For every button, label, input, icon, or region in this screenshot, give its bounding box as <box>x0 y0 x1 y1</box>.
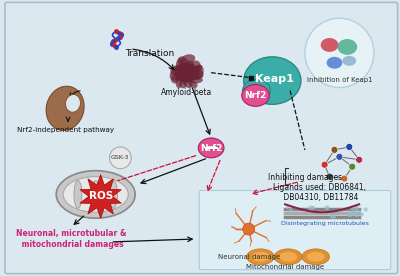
Ellipse shape <box>247 249 274 265</box>
Circle shape <box>340 208 344 213</box>
Ellipse shape <box>170 68 184 81</box>
Ellipse shape <box>274 249 302 265</box>
Ellipse shape <box>192 73 200 79</box>
Circle shape <box>321 161 328 168</box>
Ellipse shape <box>171 74 180 83</box>
Ellipse shape <box>252 252 269 262</box>
Ellipse shape <box>189 67 204 79</box>
Text: Inhibiting damages: Inhibiting damages <box>268 173 342 182</box>
Ellipse shape <box>244 57 301 104</box>
Ellipse shape <box>66 94 80 112</box>
Ellipse shape <box>178 56 188 67</box>
Circle shape <box>356 156 362 163</box>
Circle shape <box>341 175 348 182</box>
Text: GSK-3: GSK-3 <box>111 155 130 160</box>
FancyBboxPatch shape <box>199 190 391 270</box>
Circle shape <box>331 146 338 153</box>
Ellipse shape <box>279 252 297 262</box>
Circle shape <box>327 211 331 215</box>
Text: Disintegrating microtubules: Disintegrating microtubules <box>281 221 368 226</box>
Circle shape <box>243 223 254 235</box>
Ellipse shape <box>321 38 338 52</box>
Bar <box>204 146 218 149</box>
Text: Keap1: Keap1 <box>255 74 294 84</box>
Text: Inhibition of Keap1: Inhibition of Keap1 <box>306 77 372 83</box>
Ellipse shape <box>187 60 194 69</box>
Circle shape <box>312 206 315 209</box>
Circle shape <box>347 212 353 217</box>
Ellipse shape <box>342 56 356 66</box>
Circle shape <box>351 208 354 211</box>
Ellipse shape <box>198 138 224 158</box>
Circle shape <box>308 206 314 211</box>
Ellipse shape <box>192 65 202 74</box>
Text: Nrf2: Nrf2 <box>200 144 222 153</box>
Ellipse shape <box>74 181 82 208</box>
Ellipse shape <box>243 79 270 101</box>
Ellipse shape <box>307 252 325 262</box>
Text: Nrf2: Nrf2 <box>244 91 267 100</box>
Ellipse shape <box>63 177 128 212</box>
Ellipse shape <box>170 67 180 75</box>
Polygon shape <box>80 175 121 218</box>
Ellipse shape <box>188 80 198 88</box>
Circle shape <box>326 173 333 180</box>
Ellipse shape <box>242 84 269 106</box>
Ellipse shape <box>182 77 192 88</box>
Ellipse shape <box>172 65 184 71</box>
Ellipse shape <box>180 54 195 64</box>
Circle shape <box>324 205 330 210</box>
Ellipse shape <box>326 57 342 69</box>
Text: Neuronal damage: Neuronal damage <box>218 254 280 260</box>
Ellipse shape <box>193 65 204 80</box>
Text: Nrf2-independent pathway: Nrf2-independent pathway <box>16 127 114 133</box>
Circle shape <box>364 208 368 212</box>
Circle shape <box>346 144 353 150</box>
Ellipse shape <box>302 249 330 265</box>
Ellipse shape <box>46 86 84 130</box>
Circle shape <box>289 208 293 212</box>
Ellipse shape <box>338 39 357 55</box>
Circle shape <box>330 214 336 219</box>
Circle shape <box>286 206 289 209</box>
Ellipse shape <box>56 171 135 218</box>
Circle shape <box>354 212 360 217</box>
Text: Translation: Translation <box>125 49 174 58</box>
Ellipse shape <box>110 181 118 208</box>
Circle shape <box>350 211 355 216</box>
Ellipse shape <box>190 78 203 84</box>
Circle shape <box>360 212 364 216</box>
Circle shape <box>305 18 374 87</box>
Text: Amyloid-beta: Amyloid-beta <box>161 88 212 97</box>
Circle shape <box>349 163 356 170</box>
Ellipse shape <box>190 60 201 71</box>
Ellipse shape <box>176 74 182 88</box>
Text: ROS: ROS <box>88 192 113 201</box>
Text: Ligands used: DB06841,
 DB04310, DB11784: Ligands used: DB06841, DB04310, DB11784 <box>273 183 366 202</box>
Ellipse shape <box>175 63 198 83</box>
Circle shape <box>110 147 131 169</box>
FancyBboxPatch shape <box>5 2 398 274</box>
Text: Neuronal, microtubular &
 mitochondrial damages: Neuronal, microtubular & mitochondrial d… <box>16 229 126 249</box>
Circle shape <box>354 206 359 211</box>
Circle shape <box>336 153 343 160</box>
Ellipse shape <box>176 58 184 71</box>
Ellipse shape <box>179 79 187 88</box>
Text: Mitochondrial damage: Mitochondrial damage <box>246 264 324 270</box>
Ellipse shape <box>92 181 100 208</box>
